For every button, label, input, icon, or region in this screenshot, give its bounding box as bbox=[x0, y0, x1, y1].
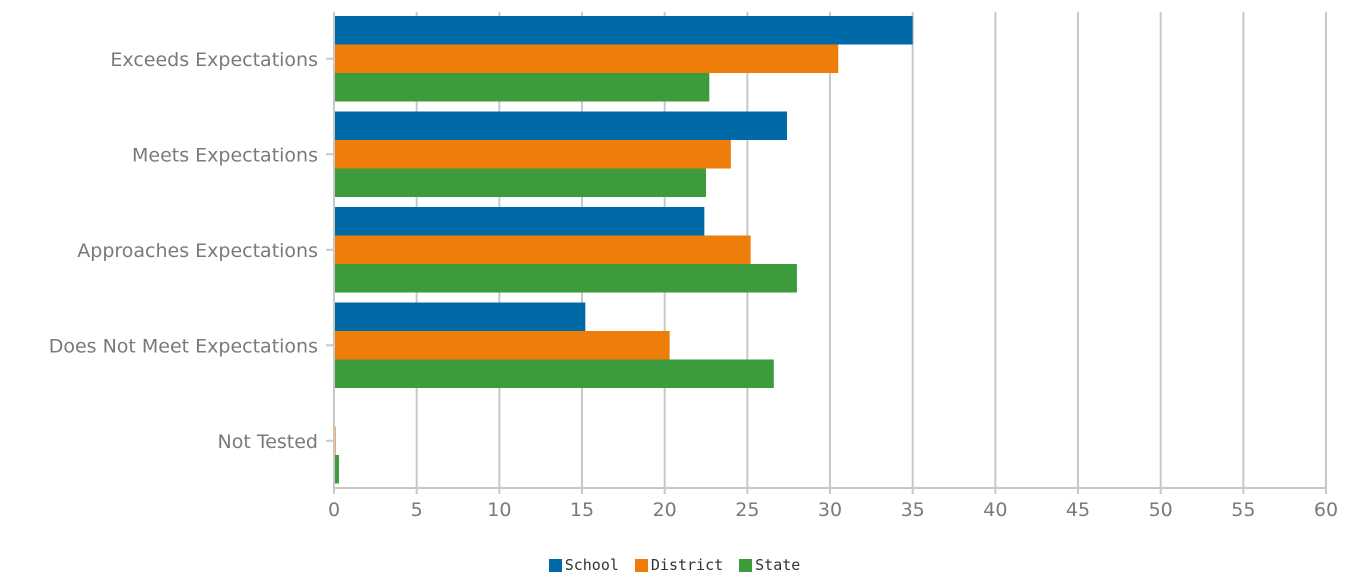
x-tick-label: 20 bbox=[653, 499, 677, 521]
x-tick-label: 60 bbox=[1314, 499, 1338, 521]
legend-swatch bbox=[634, 558, 648, 572]
bar-district bbox=[334, 140, 731, 169]
category-label: Does Not Meet Expectations bbox=[49, 335, 318, 357]
category-label: Not Tested bbox=[218, 431, 319, 453]
legend-label: State bbox=[755, 556, 801, 574]
bar-chart: 0 5 10 15 20 25 30 35 40 45 50 55 60 Exceeds Expectat… bbox=[49, 12, 1338, 521]
bar-state bbox=[334, 264, 797, 293]
x-tick-label: 55 bbox=[1231, 499, 1255, 521]
legend-item-district: District bbox=[634, 556, 724, 574]
category-label: Exceeds Expectations bbox=[110, 49, 318, 71]
x-tick-label: 50 bbox=[1149, 499, 1173, 521]
bar-district bbox=[334, 235, 751, 264]
x-tick-label: 25 bbox=[735, 499, 759, 521]
bar-state bbox=[334, 73, 710, 102]
category-label: Meets Expectations bbox=[132, 144, 318, 166]
x-tick-label: 15 bbox=[570, 499, 594, 521]
bars-layer bbox=[334, 16, 913, 484]
x-tick-label: 5 bbox=[411, 499, 423, 521]
x-tick-label: 30 bbox=[818, 499, 842, 521]
bar-state bbox=[334, 455, 339, 484]
x-tick-label: 35 bbox=[901, 499, 925, 521]
bar-school bbox=[334, 16, 913, 45]
category-label: Approaches Expectations bbox=[77, 240, 318, 262]
x-tick-label: 0 bbox=[328, 499, 340, 521]
bar-district bbox=[334, 44, 839, 73]
legend-swatch bbox=[739, 558, 753, 572]
legend-item-state: State bbox=[739, 556, 800, 574]
bar-school bbox=[334, 111, 788, 140]
labels-layer: 0 5 10 15 20 25 30 35 40 45 50 55 60 Exceeds Expectat… bbox=[49, 49, 1338, 521]
x-tick-label: 10 bbox=[487, 499, 511, 521]
bar-state bbox=[334, 168, 706, 197]
legend-item-school: School bbox=[548, 556, 619, 574]
x-tick-label: 45 bbox=[1066, 499, 1090, 521]
bar-school bbox=[334, 302, 586, 331]
axis-layer bbox=[326, 12, 1327, 494]
legend-swatch bbox=[548, 558, 562, 572]
bar-school bbox=[334, 207, 705, 236]
legend: School District State bbox=[0, 556, 1349, 574]
bar-state bbox=[334, 359, 774, 388]
legend-label: School bbox=[564, 556, 619, 574]
legend-label: District bbox=[650, 556, 724, 574]
x-tick-label: 40 bbox=[983, 499, 1007, 521]
bar-district bbox=[334, 331, 670, 360]
